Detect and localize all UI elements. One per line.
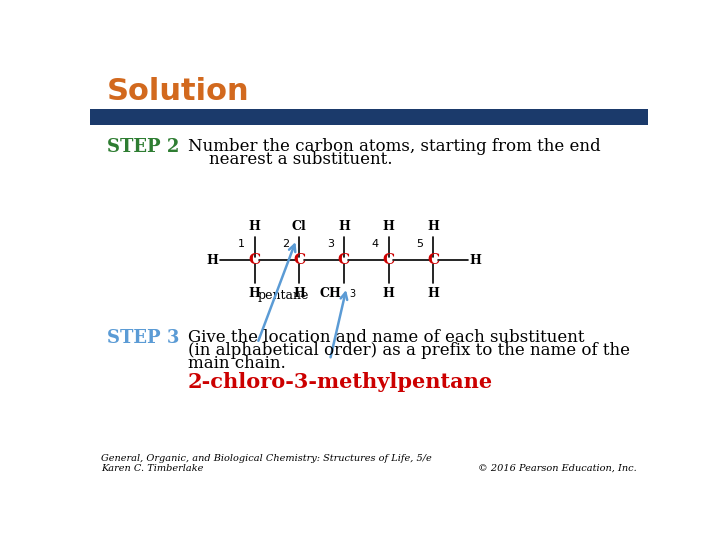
Text: Solution: Solution (107, 77, 249, 106)
Text: 2: 2 (282, 239, 289, 249)
Text: C: C (382, 253, 395, 267)
FancyBboxPatch shape (90, 109, 648, 125)
Text: H: H (382, 287, 395, 300)
Text: C: C (338, 253, 350, 267)
Text: H: H (248, 287, 261, 300)
Text: C: C (248, 253, 261, 267)
Text: Give the location and name of each substituent: Give the location and name of each subst… (188, 329, 584, 346)
Text: 5: 5 (416, 239, 423, 249)
Text: H: H (382, 220, 395, 233)
Text: 3: 3 (349, 289, 356, 299)
Text: © 2016 Pearson Education, Inc.: © 2016 Pearson Education, Inc. (478, 464, 637, 473)
Text: Number the carbon atoms, starting from the end: Number the carbon atoms, starting from t… (188, 138, 600, 154)
Text: 1: 1 (238, 239, 245, 249)
Text: H: H (248, 220, 261, 233)
Text: pentane: pentane (258, 288, 309, 301)
Text: main chain.: main chain. (188, 355, 285, 373)
Text: H: H (293, 287, 305, 300)
Text: General, Organic, and Biological Chemistry: Structures of Life, 5/e
Karen C. Tim: General, Organic, and Biological Chemist… (101, 454, 432, 473)
Text: STEP 3: STEP 3 (107, 329, 179, 347)
Text: 4: 4 (372, 239, 379, 249)
Text: CH: CH (319, 287, 341, 300)
Text: H: H (469, 254, 481, 267)
Text: H: H (427, 287, 439, 300)
Text: nearest a substituent.: nearest a substituent. (188, 151, 392, 168)
Text: 2-chloro-3-methylpentane: 2-chloro-3-methylpentane (188, 372, 492, 392)
Text: H: H (427, 220, 439, 233)
Text: C: C (427, 253, 439, 267)
Text: C: C (293, 253, 305, 267)
Text: H: H (207, 254, 219, 267)
Text: H: H (338, 220, 350, 233)
Text: 3: 3 (327, 239, 334, 249)
Text: (in alphabetical order) as a prefix to the name of the: (in alphabetical order) as a prefix to t… (188, 342, 630, 359)
Text: STEP 2: STEP 2 (107, 138, 179, 156)
Text: Cl: Cl (292, 220, 307, 233)
